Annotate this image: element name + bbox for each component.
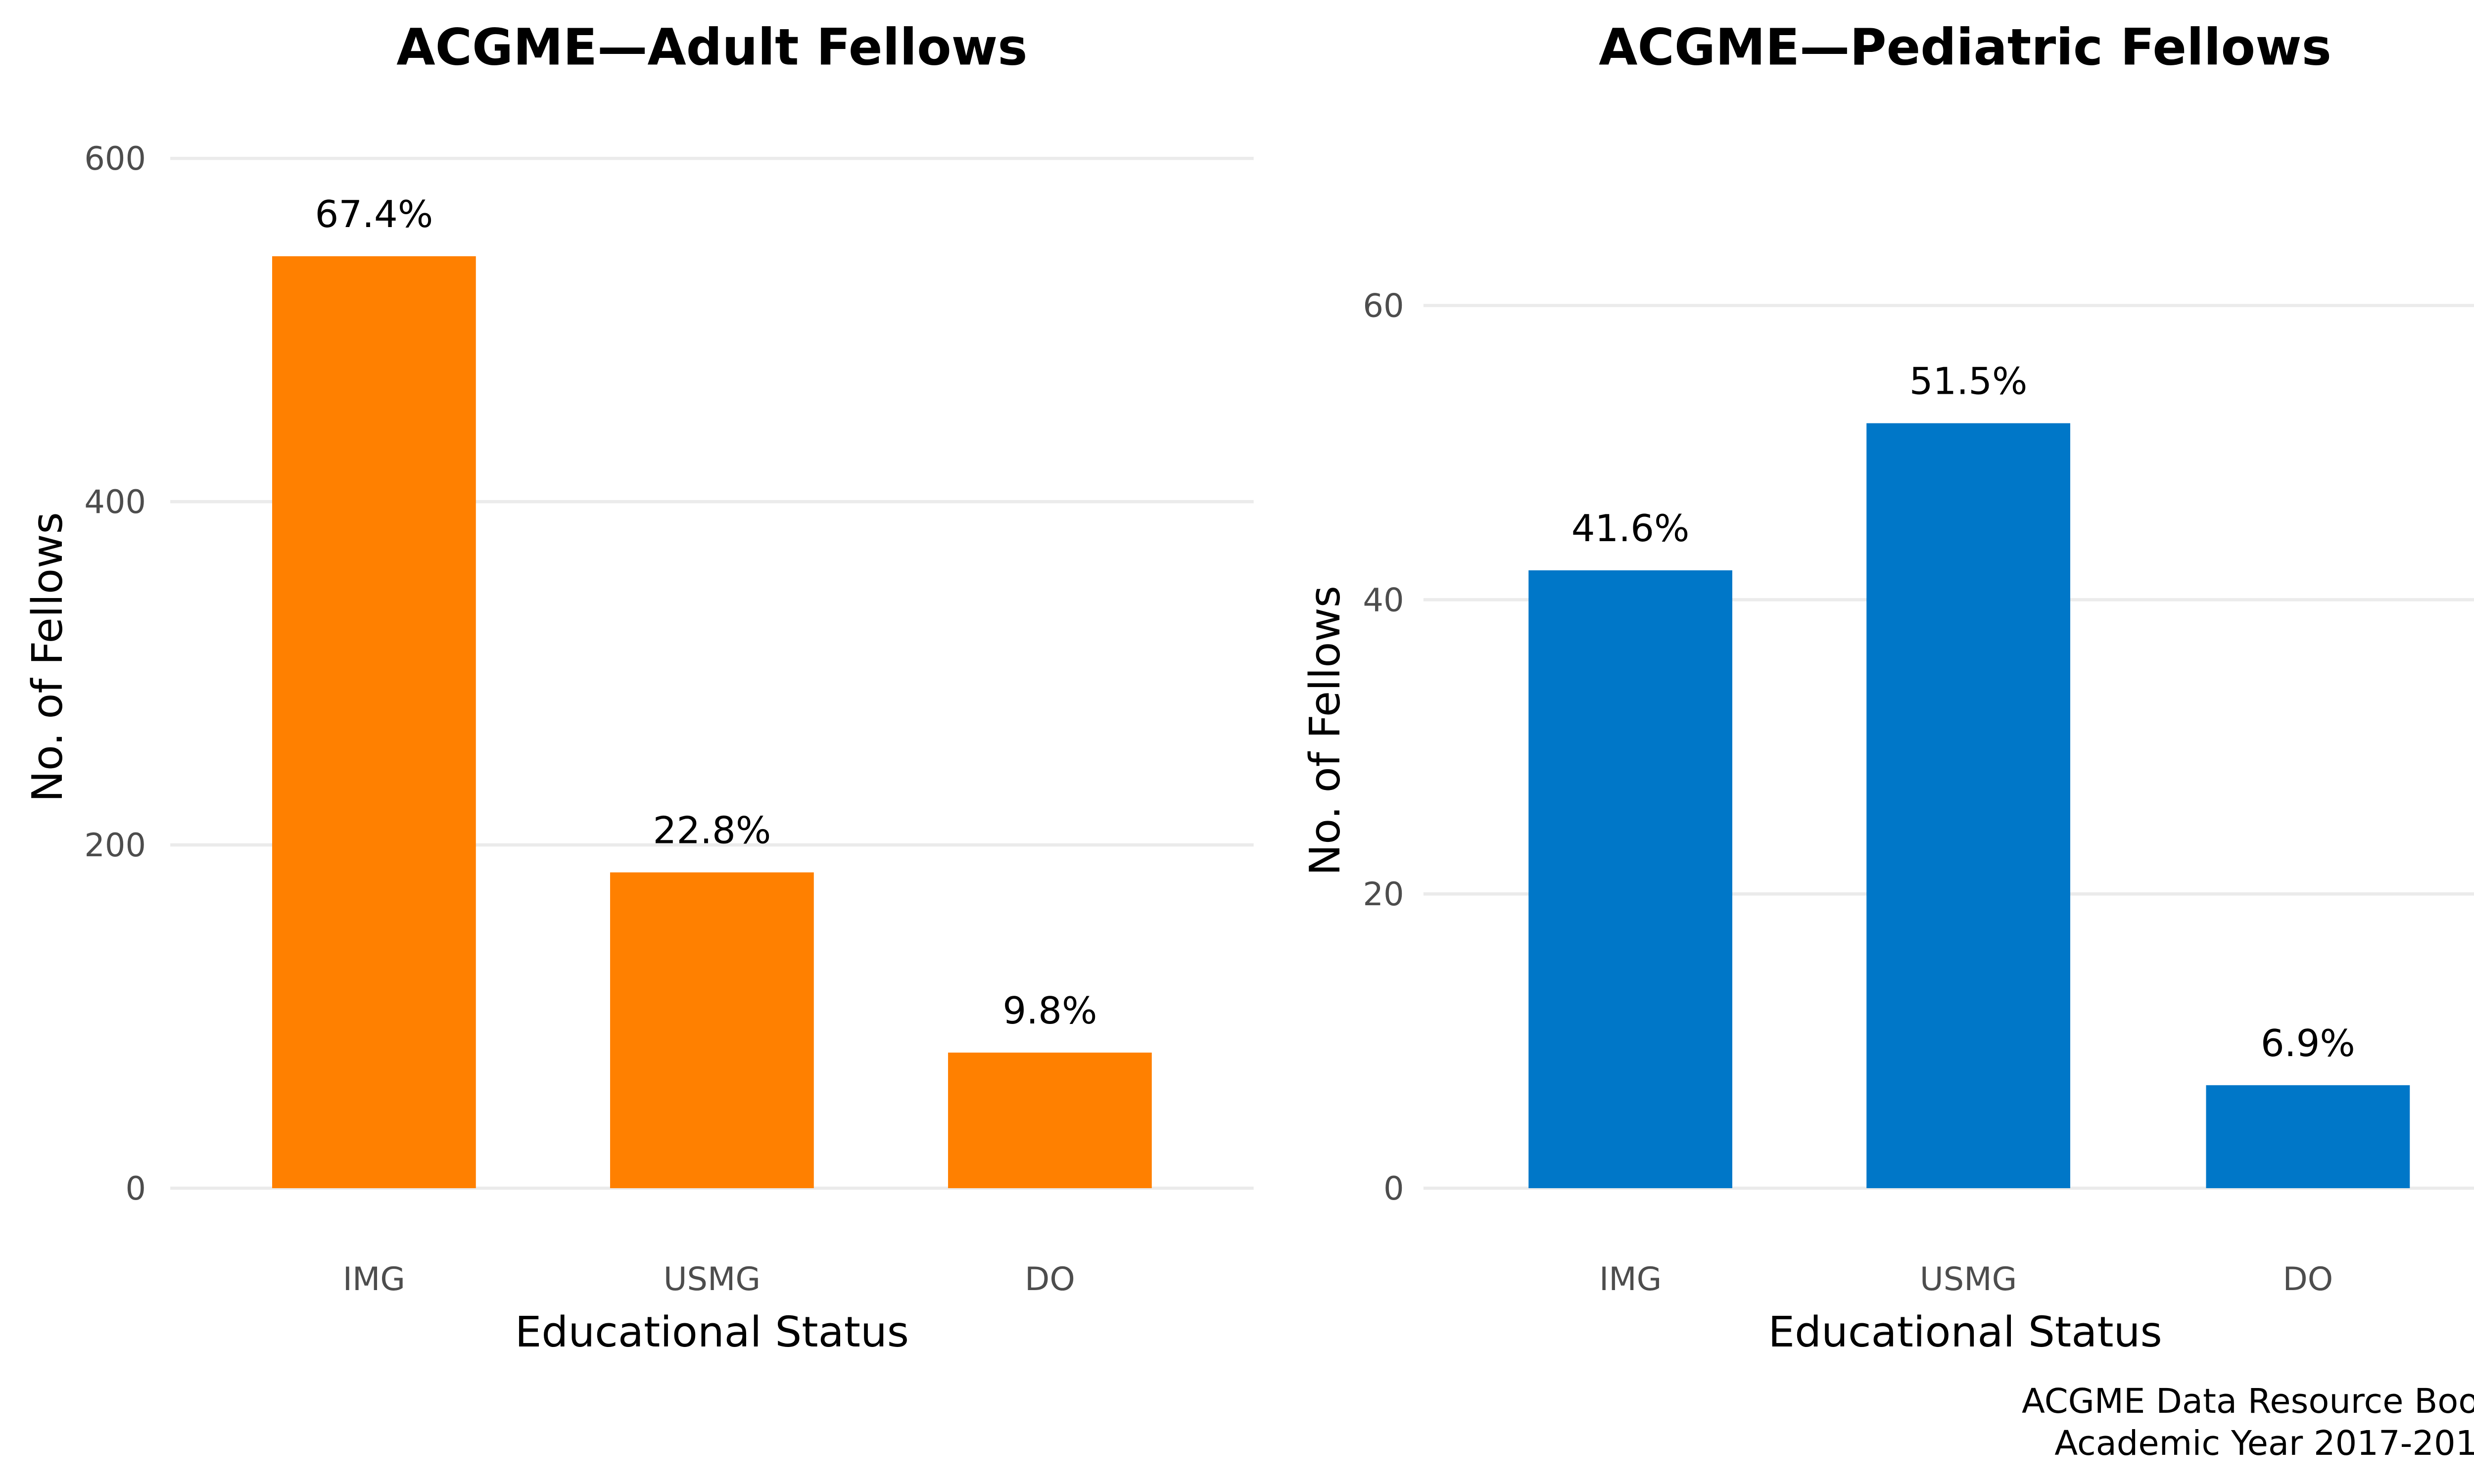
y-tick-label: 40 xyxy=(1363,581,1404,619)
chart-title: ACGME—Pediatric Fellows xyxy=(1599,18,2331,77)
y-tick-label: 200 xyxy=(84,827,146,864)
bar-usmg xyxy=(610,872,814,1188)
y-axis-label: No. of Fellows xyxy=(1301,586,1350,876)
x-tick-label: USMG xyxy=(664,1260,761,1298)
caption-line-2: Academic Year 2017-2018 xyxy=(2054,1424,2474,1463)
y-tick-label: 400 xyxy=(84,483,146,521)
x-axis-label: Educational Status xyxy=(515,1308,909,1357)
data-label: 6.9% xyxy=(2261,1021,2355,1065)
data-label: 51.5% xyxy=(1909,360,2028,403)
caption-line-1: ACGME Data Resource Book xyxy=(2022,1382,2474,1421)
x-tick-label: DO xyxy=(2283,1260,2333,1298)
x-tick-label: IMG xyxy=(343,1260,405,1298)
data-label: 9.8% xyxy=(1002,989,1097,1032)
chart-title: ACGME—Adult Fellows xyxy=(396,18,1027,77)
data-label: 41.6% xyxy=(1571,507,1690,550)
bar-usmg xyxy=(1866,423,2070,1188)
y-tick-label: 0 xyxy=(126,1170,146,1207)
bar-img xyxy=(1528,570,1732,1188)
y-tick-label: 20 xyxy=(1363,876,1404,913)
data-label: 67.4% xyxy=(315,192,433,236)
x-tick-label: IMG xyxy=(1599,1260,1662,1298)
bar-img xyxy=(272,256,476,1188)
bar-do xyxy=(2206,1085,2410,1188)
x-tick-label: USMG xyxy=(1920,1260,2017,1298)
x-tick-label: DO xyxy=(1025,1260,1075,1298)
y-tick-label: 60 xyxy=(1363,287,1404,325)
x-axis-label: Educational Status xyxy=(1768,1308,2162,1357)
y-tick-label: 600 xyxy=(84,140,146,178)
bar-do xyxy=(948,1052,1152,1188)
pediatric-fellows-panel: 0 20 40 60 41.6% IMG 51.5% USMG 6.9% DO ACGME—Pedi… xyxy=(1301,18,2474,1357)
adult-fellows-panel: 0 200 400 600 67.4% IMG 22.8% USMG 9.8% DO ACGME—A… xyxy=(23,18,1254,1357)
y-axis-label: No. of Fellows xyxy=(23,512,72,802)
y-tick-label: 0 xyxy=(1383,1170,1404,1207)
data-label: 22.8% xyxy=(653,809,771,852)
